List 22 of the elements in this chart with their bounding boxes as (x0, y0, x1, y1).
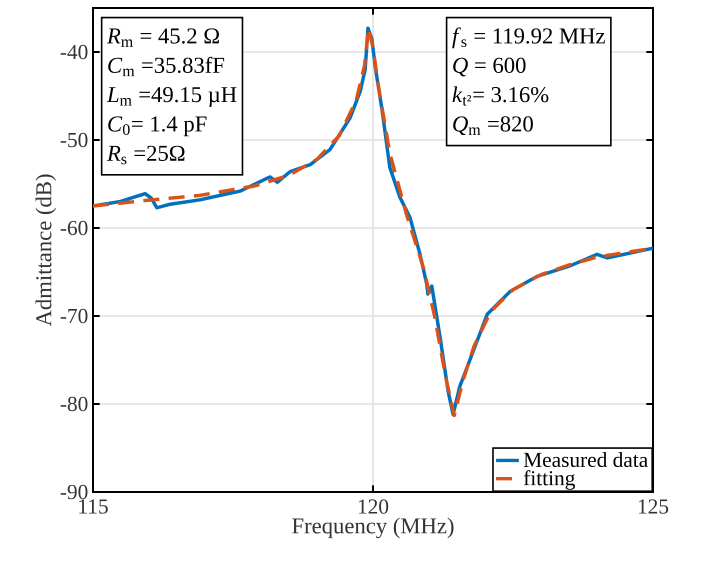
x-tick-label: 115 (79, 499, 108, 514)
legend-label: fitting (524, 470, 575, 490)
annotation: C$_{0}$= 1.4 pF (108, 116, 206, 136)
x-axis-title: Frequency (MHz) (292, 518, 454, 538)
annotation: Q = 600 (453, 58, 526, 76)
x-tick-label: 125 (638, 499, 668, 514)
annotation: f$_{s}$ = 119.92 MHz (452, 27, 605, 48)
annotation: Q$_{m}$ =820 (453, 116, 533, 136)
annotation: L$_{m}$ =49.15 µH (106, 87, 236, 107)
y-tick-label: -80 (60, 396, 88, 412)
y-axis-title: Admittance (dB) (35, 174, 56, 326)
y-tick-label: -60 (60, 220, 88, 236)
y-tick-label: -70 (60, 308, 88, 324)
annotation: R$_{m}$ = 45.2 Ω (106, 28, 219, 47)
legend-label: Measured data (524, 452, 648, 468)
x-tick-label: 120 (358, 499, 388, 514)
y-tick-label: -50 (60, 132, 88, 148)
annotation: C$_{m}$ =35.83fF (108, 56, 224, 76)
annotation: k$_{t²}$= 3.16% (452, 86, 548, 106)
y-tick-label: -90 (60, 484, 88, 500)
y-tick-label: -40 (60, 44, 88, 60)
annotation: R$_{s}$ =25Ω (106, 146, 184, 164)
